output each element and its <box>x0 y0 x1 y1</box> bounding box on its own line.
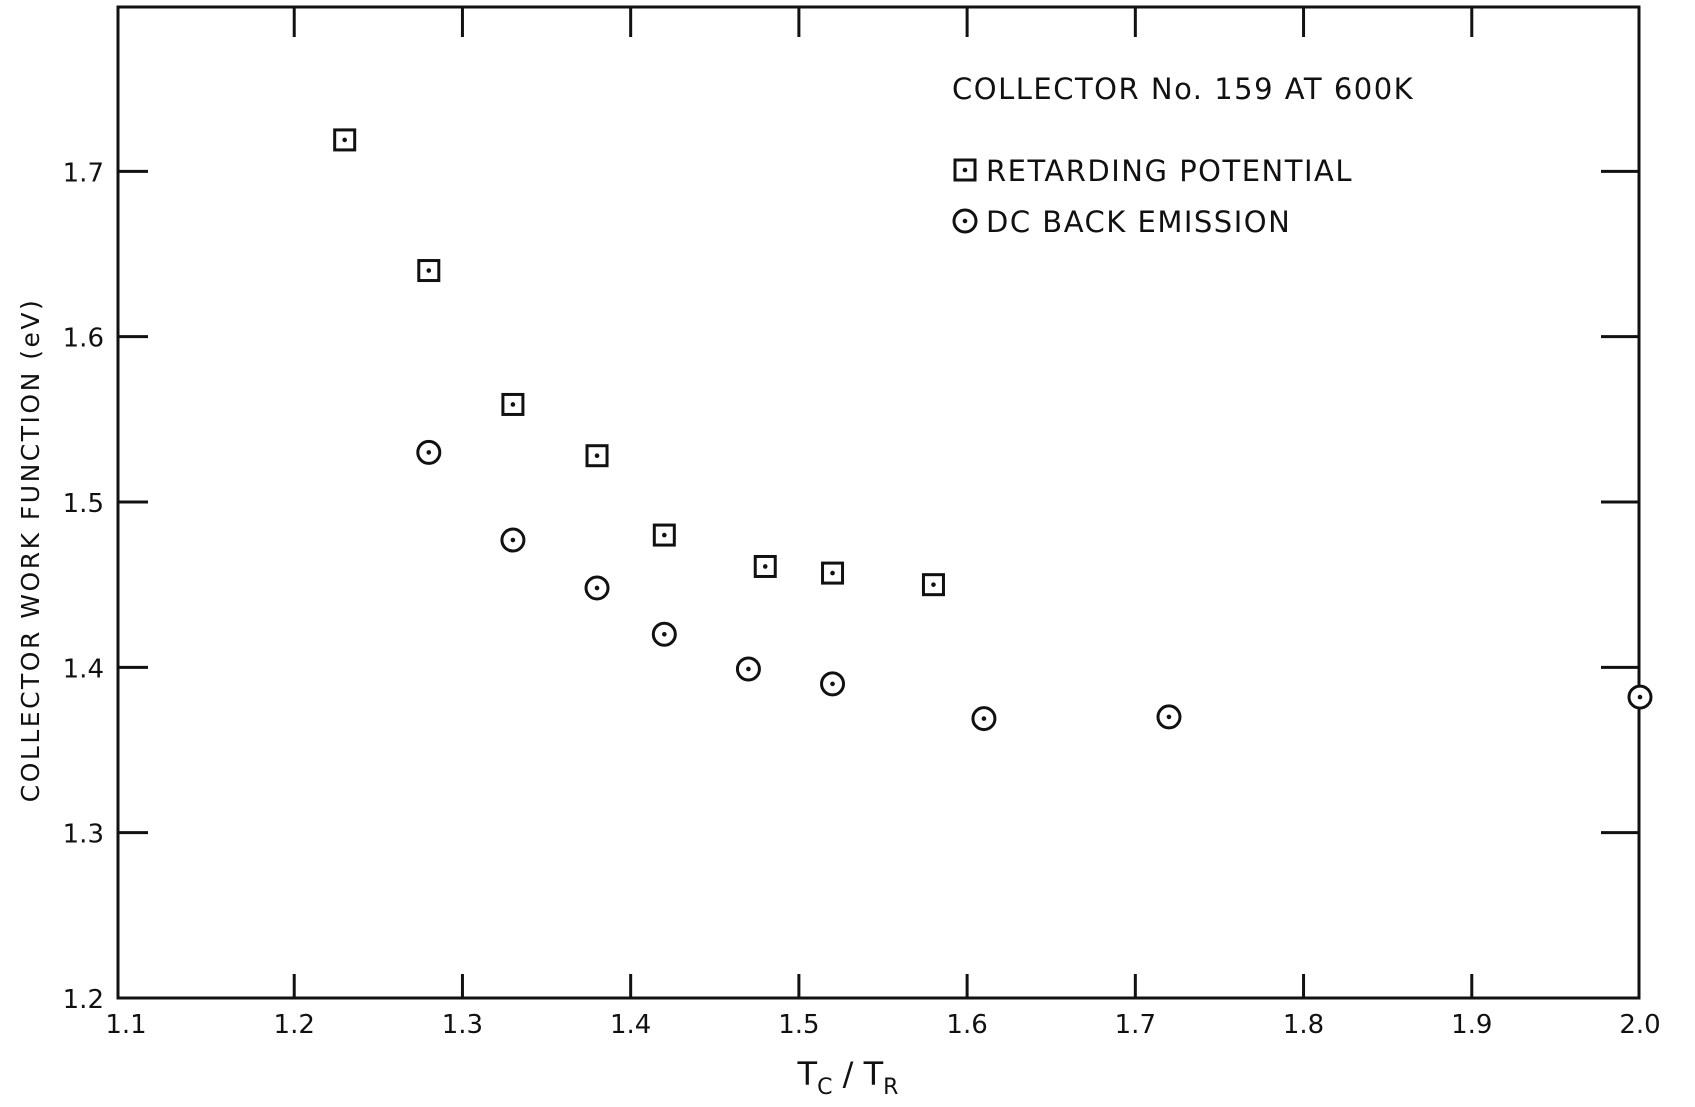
square-marker <box>821 561 845 585</box>
circle-marker <box>416 439 442 465</box>
circle-marker <box>584 575 610 601</box>
x-tick-label: 2.0 <box>1619 1010 1660 1040</box>
x-axis-label: TC / TR <box>797 1055 899 1100</box>
x-tick-label: 1.7 <box>1115 1010 1156 1040</box>
circle-marker <box>971 706 997 732</box>
square-marker <box>585 444 609 468</box>
square-marker <box>417 259 441 283</box>
x-axis-label-main2: T <box>863 1055 884 1093</box>
x-tick-label: 1.9 <box>1451 1010 1492 1040</box>
square-marker <box>753 554 777 578</box>
legend-label: DC BACK EMISSION <box>986 205 1291 239</box>
circle-marker <box>1156 704 1182 730</box>
data-points <box>333 128 1653 732</box>
square-marker <box>333 128 357 152</box>
y-tick-label: 1.4 <box>63 654 104 684</box>
x-axis-label-main1: T <box>797 1055 818 1093</box>
y-tick-label: 1.5 <box>63 489 104 519</box>
axis-ticks <box>118 7 1639 998</box>
square-marker <box>921 573 945 597</box>
x-axis-label-sub2: R <box>883 1075 898 1100</box>
circle-marker <box>820 671 846 697</box>
x-axis-label-sub1: C <box>817 1075 832 1100</box>
x-tick-label: 1.6 <box>946 1010 987 1040</box>
legend-label: RETARDING POTENTIAL <box>986 154 1353 188</box>
x-tick-label: 1.2 <box>274 1010 315 1040</box>
legend-item: RETARDING POTENTIAL <box>953 154 1353 188</box>
x-axis-label-sep: / <box>832 1055 863 1093</box>
legend-square-marker <box>953 158 977 182</box>
x-tick-label: 1.8 <box>1283 1010 1324 1040</box>
square-marker <box>652 523 676 547</box>
circle-marker <box>735 656 761 682</box>
legend-item: DC BACK EMISSION <box>952 205 1291 239</box>
circle-marker <box>651 621 677 647</box>
x-tick-label: 1.3 <box>442 1010 483 1040</box>
x-tick-label: 1.4 <box>610 1010 651 1040</box>
y-tick-label: 1.2 <box>63 985 104 1015</box>
y-tick-label: 1.3 <box>63 820 104 850</box>
y-tick-label: 1.7 <box>63 158 104 188</box>
legend: RETARDING POTENTIAL DC BACK EMISSION <box>952 154 1353 239</box>
y-tick-label: 1.6 <box>63 324 104 354</box>
circle-marker <box>1627 684 1653 710</box>
x-tick-label: 1.1 <box>105 1010 146 1040</box>
square-marker <box>501 392 525 416</box>
legend-items: RETARDING POTENTIAL DC BACK EMISSION <box>952 154 1353 239</box>
x-tick-label: 1.5 <box>778 1010 819 1040</box>
legend-circle-marker <box>952 208 978 234</box>
y-axis-label: COLLECTOR WORK FUNCTION (eV) <box>16 298 45 802</box>
chart-title: COLLECTOR No. 159 AT 600K <box>952 72 1414 106</box>
circle-marker <box>500 527 526 553</box>
axis-tick-labels: 1.1 1.2 1.3 1.4 1.5 1.6 1.7 1.8 1.9 2.01.21.31.41… <box>63 158 1661 1040</box>
plot-frame <box>116 5 1641 1000</box>
